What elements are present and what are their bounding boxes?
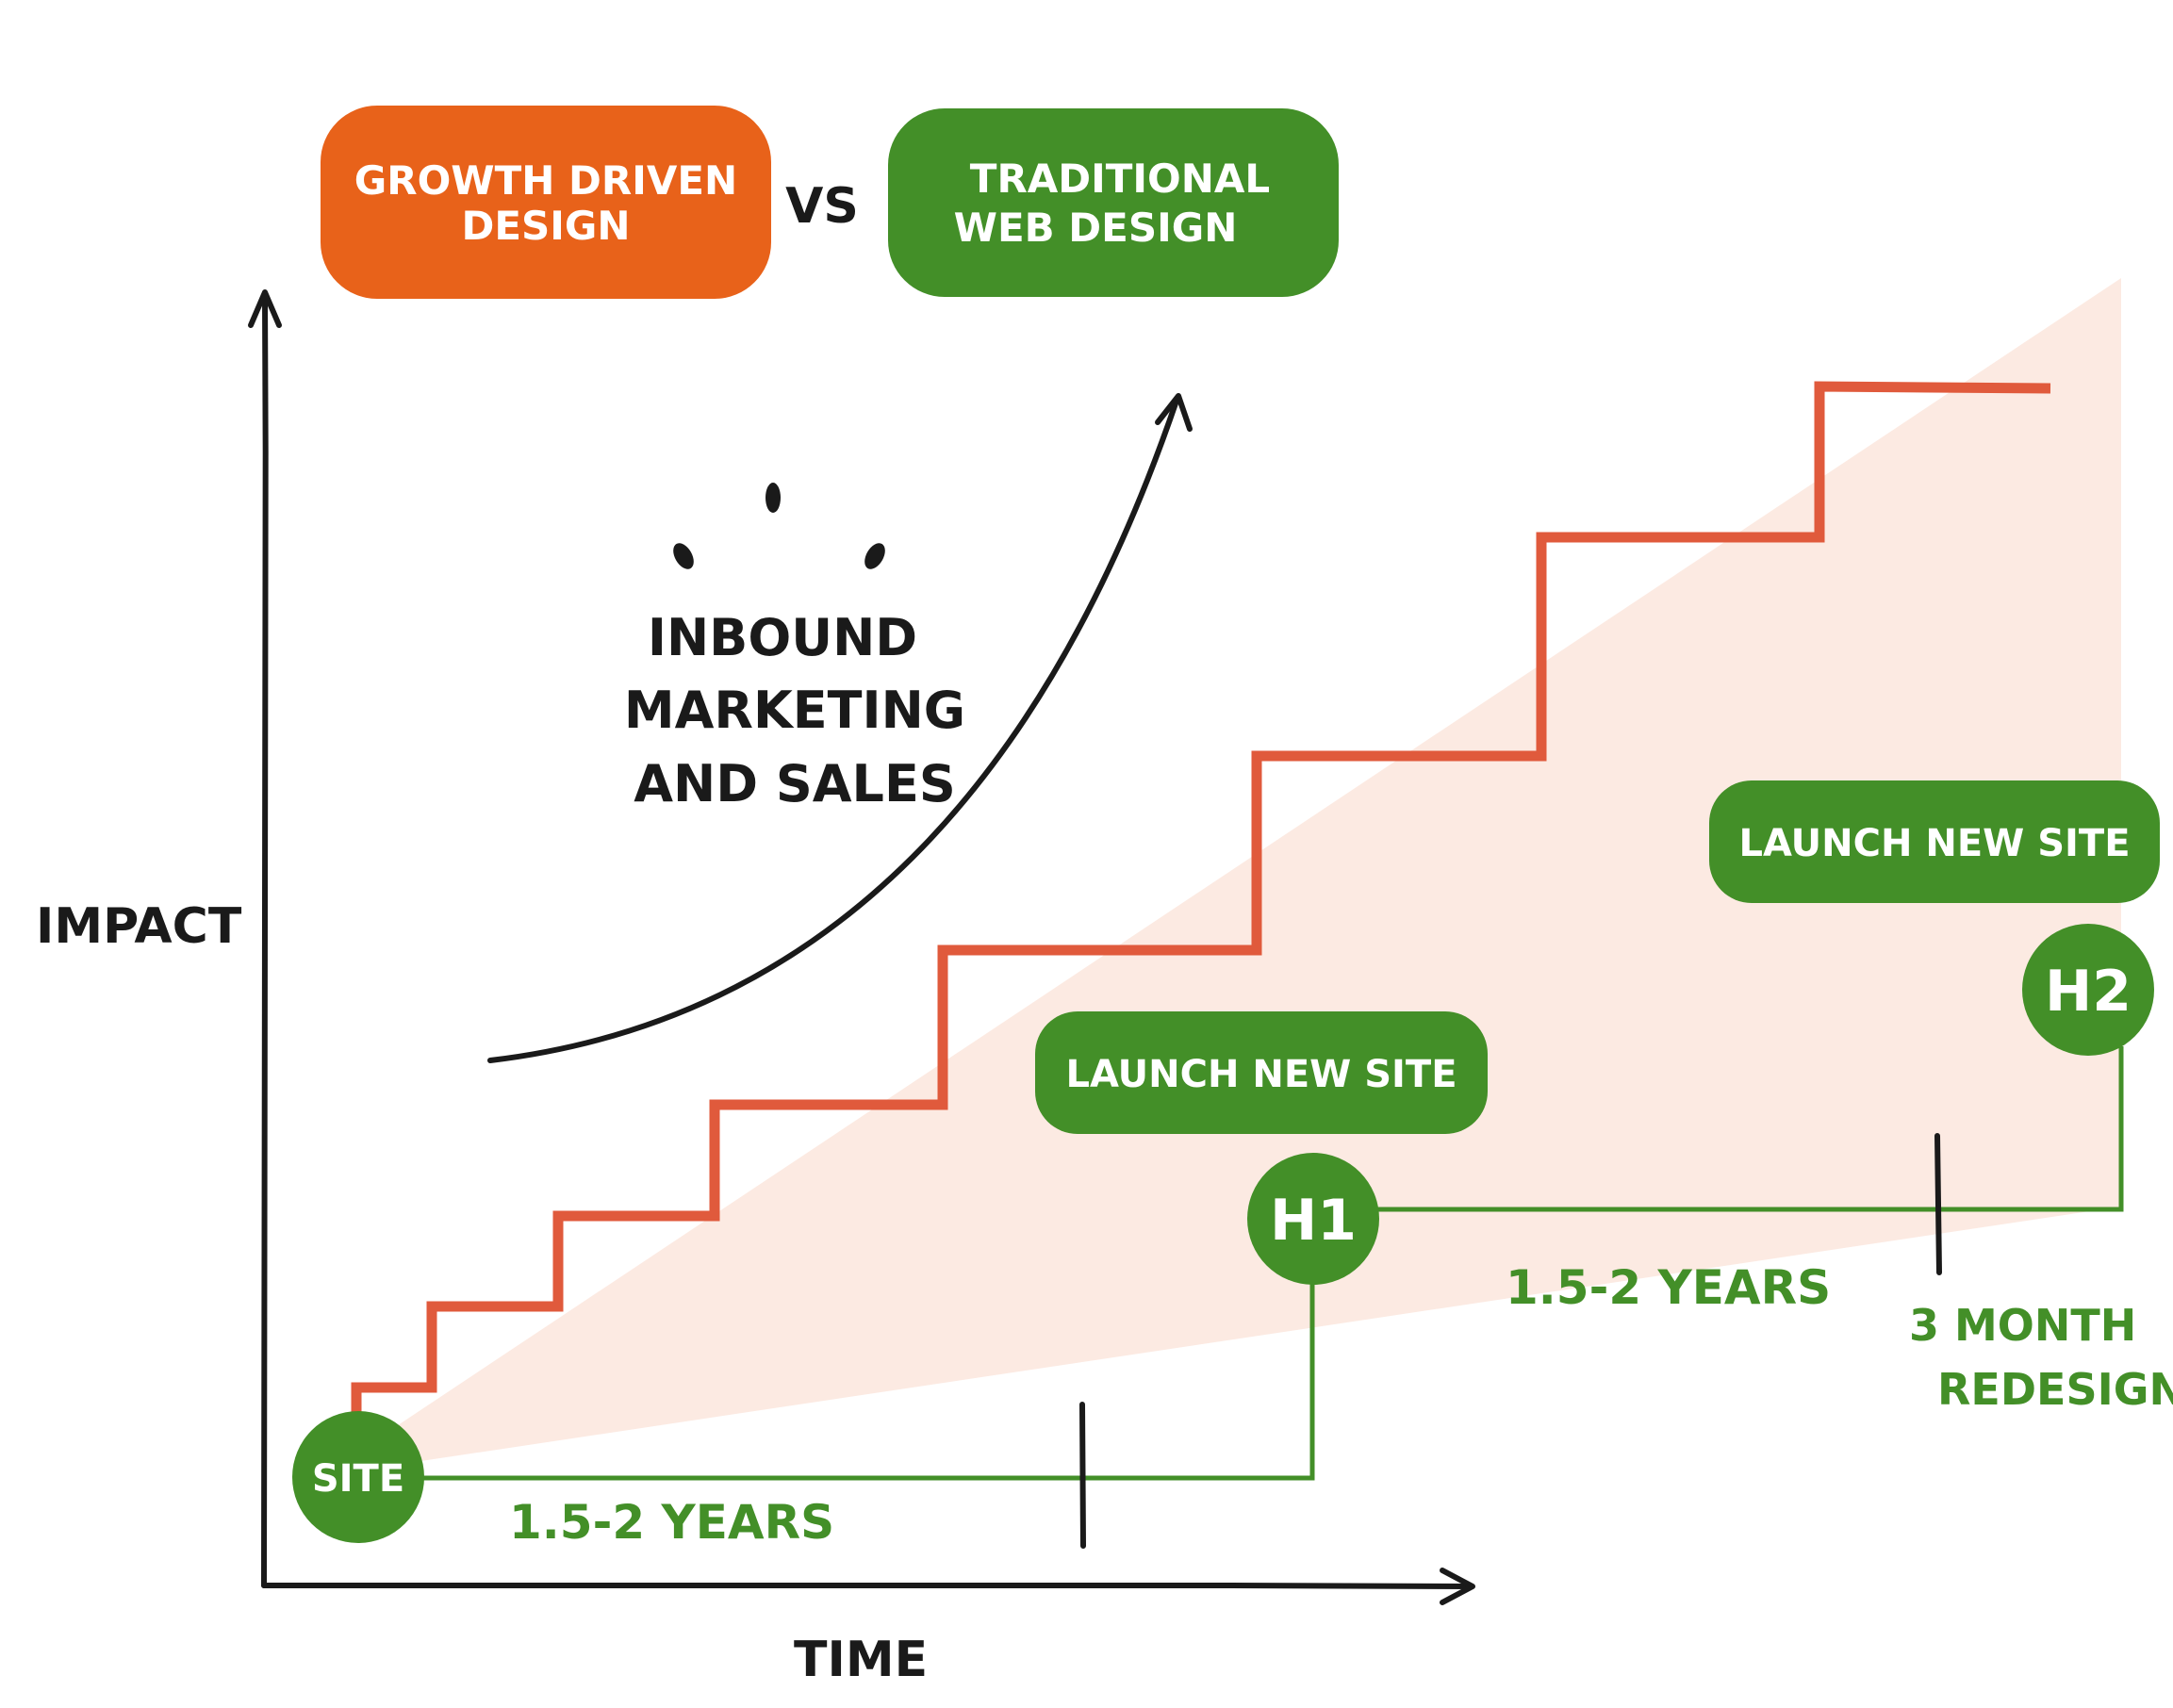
timeline-tick-1 [1079,1402,1086,1549]
redesign-label-line1: 3 MONTH [1909,1300,2136,1351]
y-axis-label: IMPACT [36,898,242,955]
axes [248,289,1475,1605]
duration-label-2: 1.5-2 YEARS [1506,1260,1831,1315]
legend-traditional-box [888,108,1339,297]
launch-badge-1: LAUNCH NEW SITE [1035,1011,1488,1134]
inbound-growth-curve [487,398,1179,1063]
legend-gdd-box [321,106,771,299]
launch-badge-2: LAUNCH NEW SITE [1709,780,2160,903]
node-h1: H1 [1247,1153,1379,1285]
node-site-label: SITE [312,1457,404,1501]
smile-dots-decoration [673,483,885,569]
growth-area-shade [358,278,2121,1470]
launch-badge-1-label: LAUNCH NEW SITE [1065,1053,1457,1096]
node-h2-label: H2 [2045,959,2132,1025]
node-h2: H2 [2022,924,2154,1056]
gdd-staircase-line [351,381,2051,1447]
y-axis-line [260,294,269,1588]
legend-traditional-label-line2: WEB DESIGN [954,205,1238,251]
legend-gdd-label-line1: GROWTH DRIVEN [354,157,737,204]
legend-traditional-label-line1: TRADITIONAL [970,156,1270,202]
node-site: SITE [292,1411,424,1543]
legend-gdd-label-line2: DESIGN [461,203,630,249]
redesign-label-line2: REDESIGN [1937,1364,2173,1415]
y-axis-arrowhead [248,289,282,328]
x-axis-line [261,1582,1473,1589]
timeline-tick-2 [1934,1133,1942,1275]
duration-label-1: 1.5-2 YEARS [509,1495,834,1550]
legend-vs-label: VS [785,178,859,235]
inbound-label-line2: MARKETING [624,681,965,740]
legend: GROWTH DRIVEN DESIGN VS TRADITIONAL WEB … [321,106,1339,299]
inbound-curve-arrowhead [1155,393,1193,432]
x-axis-label: TIME [794,1632,928,1688]
node-h1-label: H1 [1270,1188,1357,1254]
launch-badge-2-label: LAUNCH NEW SITE [1738,822,2130,865]
inbound-label-line1: INBOUND [648,608,917,667]
inbound-label-line3: AND SALES [634,754,955,813]
x-axis-arrowhead [1440,1568,1475,1605]
